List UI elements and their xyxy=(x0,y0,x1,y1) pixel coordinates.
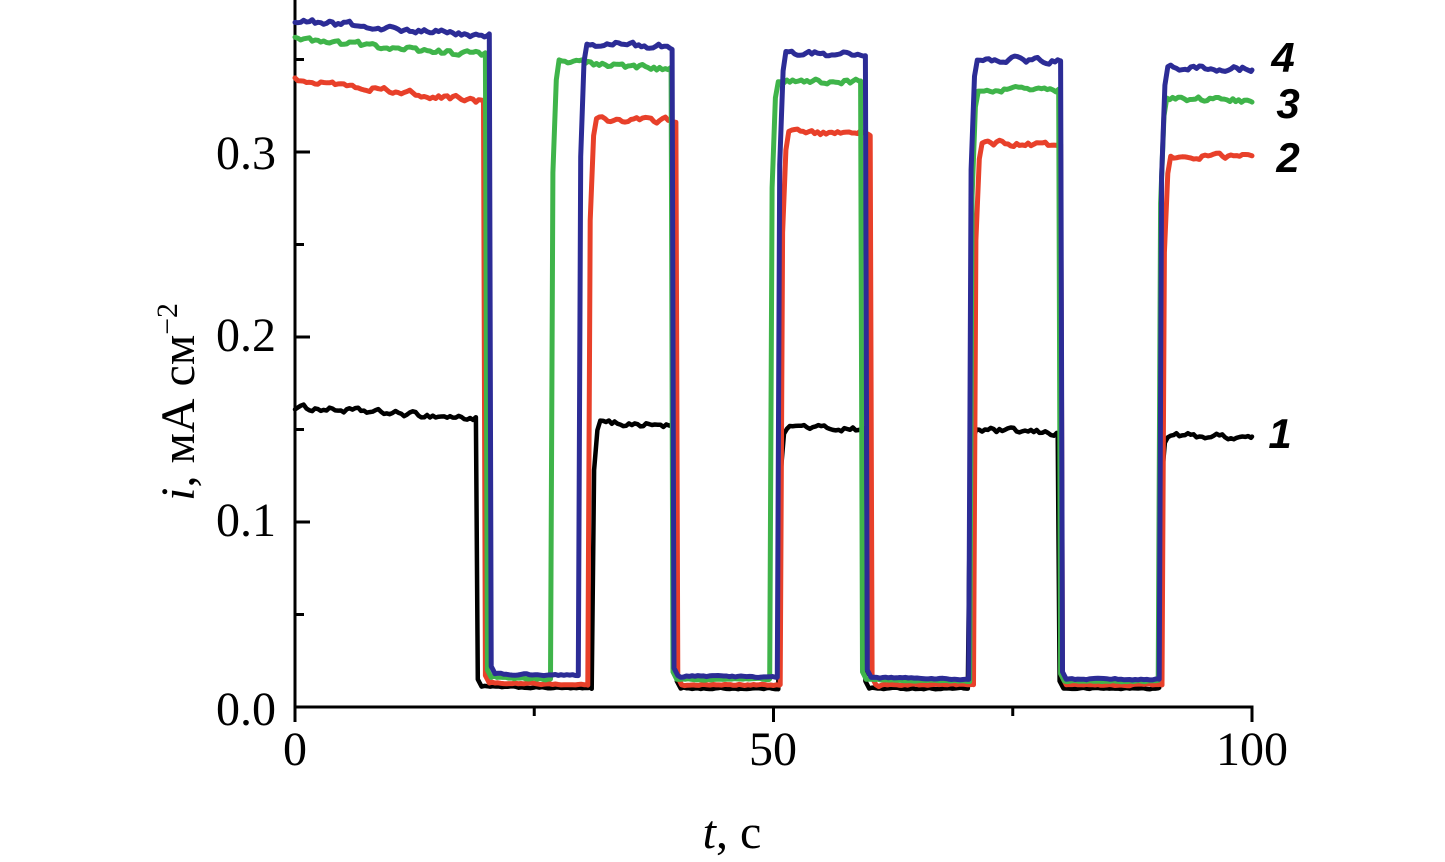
y-axis-label: i, мА см−2 xyxy=(138,192,205,612)
x-axis-unit: , с xyxy=(716,806,762,859)
y-axis-unit-exponent: −2 xyxy=(151,303,184,335)
curve-3-path xyxy=(292,34,1255,685)
curve-label-3: 3 xyxy=(1276,80,1300,127)
curve-label-4: 4 xyxy=(1271,34,1295,81)
y-axis-unit: , мА см xyxy=(152,334,205,488)
curve-1-path xyxy=(292,402,1255,692)
curve-label-2: 2 xyxy=(1276,134,1300,181)
y-axis-variable: i xyxy=(152,487,205,501)
x-axis-variable: t xyxy=(702,806,717,859)
y-tick-label-0.1: 0.1 xyxy=(216,494,276,547)
x-tick-label-0: 0 xyxy=(283,723,307,776)
x-tick-label-100: 100 xyxy=(1216,723,1288,776)
curve-2-path xyxy=(292,75,1255,690)
curve-4-path xyxy=(292,17,1255,683)
curve-label-1: 1 xyxy=(1268,410,1292,457)
y-tick-label-0.0: 0.0 xyxy=(216,683,276,736)
x-axis-label: t, с xyxy=(582,804,882,862)
x-tick-label-50: 50 xyxy=(749,723,797,776)
y-tick-label-0.2: 0.2 xyxy=(216,309,276,362)
y-tick-label-0.3: 0.3 xyxy=(216,127,276,180)
